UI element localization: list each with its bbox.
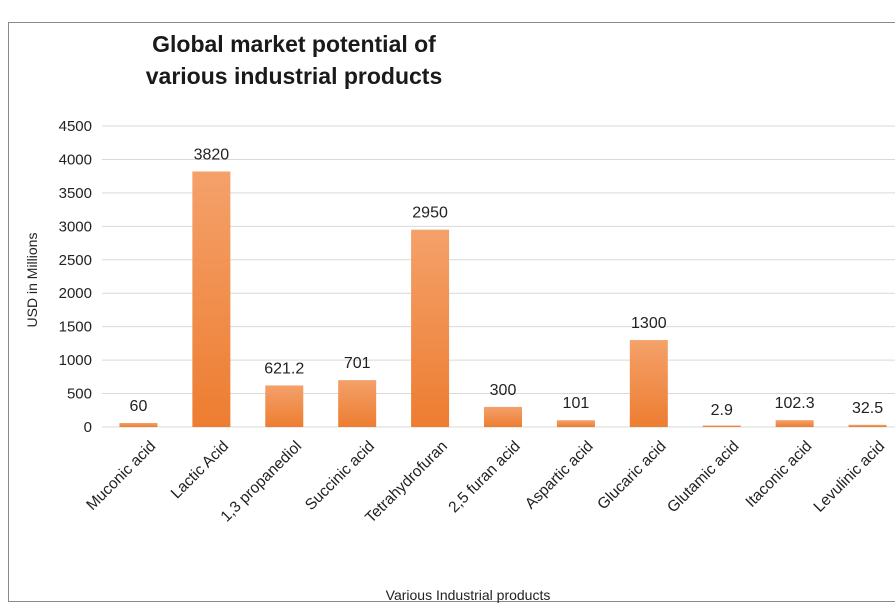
data-labels: 60 3820 621.2 701 2950 300 101 1300 2.9 102.3 32.5: [130, 146, 884, 418]
y-tick-label: 1500: [59, 319, 92, 336]
x-tick-label: Glucaric acid: [594, 438, 669, 513]
bar: [411, 229, 450, 427]
y-axis-label: USD in Millions: [24, 233, 40, 328]
gridlines: [102, 125, 895, 428]
x-tick-label: Glutamic acid: [664, 438, 742, 516]
bar: [265, 385, 304, 427]
data-label: 2950: [412, 205, 448, 222]
y-axis-ticks: 0 500 1000 1500 2000 2500 3000 3500 4000 4500: [59, 118, 92, 436]
bar: [775, 420, 814, 427]
chart-frame: Global market potential of various indus…: [8, 22, 895, 603]
bar: [702, 425, 741, 427]
y-tick-label: 3000: [59, 218, 92, 235]
x-tick-label: Succinic acid: [302, 438, 378, 514]
y-tick-label: 4000: [59, 151, 92, 168]
chart-title-line-2: various industrial products: [146, 63, 443, 89]
y-tick-label: 1000: [59, 352, 92, 369]
bar: [484, 406, 522, 427]
data-label: 101: [563, 395, 590, 412]
y-tick-label: 2000: [59, 285, 92, 302]
x-tick-label: 2,5 furan acid: [445, 438, 523, 516]
data-label: 3820: [194, 146, 230, 163]
bars: [119, 171, 887, 427]
data-label: 102.3: [775, 395, 815, 412]
bar-chart: Global market potential of various indus…: [24, 31, 895, 603]
y-tick-label: 3500: [59, 185, 92, 202]
data-label: 701: [344, 355, 371, 372]
y-tick-label: 4500: [59, 118, 92, 135]
data-label: 32.5: [852, 400, 883, 417]
x-axis-label: Various Industrial products: [386, 587, 551, 603]
x-tick-label: Itaconic acid: [743, 438, 816, 511]
x-tick-label: Muconic acid: [83, 438, 159, 514]
x-tick-label: Aspartic acid: [522, 438, 597, 513]
bar: [848, 424, 887, 427]
bar: [192, 171, 231, 427]
bar: [556, 420, 595, 427]
bar: [119, 422, 158, 427]
x-tick-label: Levulinic acid: [811, 438, 889, 516]
bar: [338, 380, 377, 427]
y-tick-label: 0: [84, 419, 92, 436]
data-label: 1300: [631, 315, 667, 332]
y-tick-label: 500: [67, 386, 92, 403]
y-tick-label: 2500: [59, 252, 92, 269]
data-label: 2.9: [711, 402, 733, 419]
x-tick-label: Lactic Acid: [168, 438, 232, 502]
data-label: 300: [490, 382, 517, 399]
chart-title-line-1: Global market potential of: [152, 31, 436, 57]
data-label: 60: [130, 398, 148, 415]
bar: [629, 340, 668, 427]
data-label: 621.2: [264, 360, 304, 377]
